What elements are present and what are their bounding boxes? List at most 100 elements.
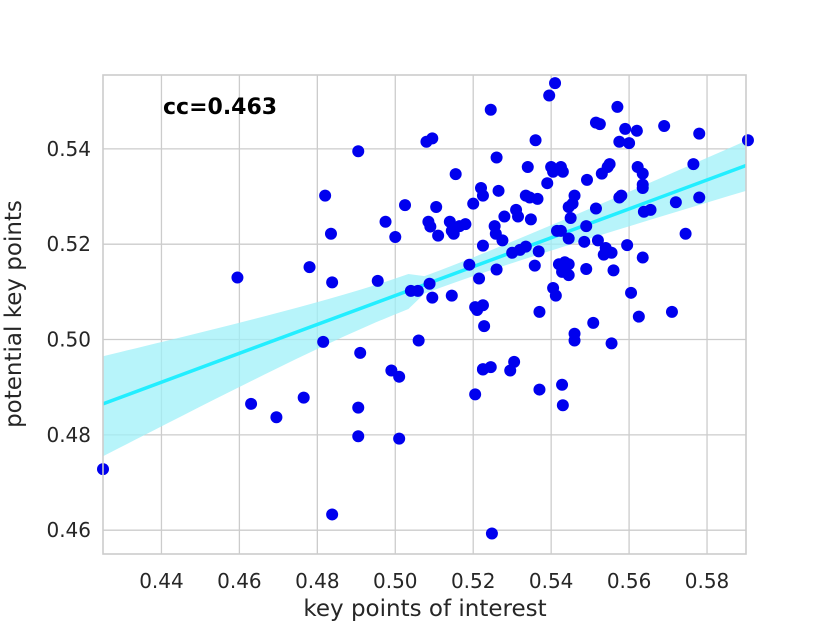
data-point — [532, 245, 545, 258]
data-point — [693, 127, 706, 140]
data-point — [326, 276, 339, 289]
data-point — [519, 240, 532, 253]
data-point — [541, 177, 554, 190]
x-tick-label: 0.54 — [529, 569, 574, 593]
data-point — [578, 235, 591, 248]
data-point — [605, 337, 618, 350]
data-point — [424, 220, 437, 233]
data-point — [580, 220, 593, 233]
data-point — [524, 213, 537, 226]
data-point — [393, 370, 406, 383]
x-axis-label: key points of interest — [303, 596, 546, 622]
y-tick-label: 0.52 — [46, 232, 91, 256]
data-point — [556, 399, 569, 412]
y-tick-label: 0.48 — [46, 423, 91, 447]
data-point — [426, 132, 439, 145]
data-point — [580, 262, 593, 275]
data-point — [693, 191, 706, 204]
data-point — [478, 320, 491, 333]
x-tick-label: 0.44 — [139, 569, 184, 593]
data-point — [270, 411, 283, 424]
data-point — [636, 251, 649, 264]
data-point — [533, 305, 546, 318]
data-point — [297, 391, 310, 404]
data-point — [528, 259, 541, 272]
data-point — [556, 378, 569, 391]
data-point — [432, 229, 445, 242]
data-point — [687, 158, 700, 171]
data-point — [636, 181, 649, 194]
data-point — [529, 134, 542, 147]
data-point — [393, 432, 406, 445]
plot-frame — [102, 74, 747, 555]
data-point — [484, 361, 497, 374]
data-point — [352, 430, 365, 443]
data-point — [411, 284, 424, 297]
data-point — [319, 189, 332, 202]
y-axis-label: potential key points — [1, 200, 27, 428]
data-point — [741, 134, 754, 147]
x-tick-labels: 0.44 0.46 0.48 0.50 0.52 0.54 0.56 0.58 — [139, 569, 729, 593]
data-point — [508, 355, 521, 368]
data-point — [485, 527, 498, 540]
data-point — [492, 184, 505, 197]
data-point — [562, 269, 575, 282]
data-point — [498, 210, 511, 223]
data-point — [644, 203, 657, 216]
data-point — [625, 286, 638, 299]
data-point — [556, 165, 569, 178]
points-layer — [97, 77, 754, 540]
data-point — [549, 289, 562, 302]
data-point — [352, 145, 365, 158]
data-point — [593, 118, 606, 131]
data-point — [317, 335, 330, 348]
data-point — [632, 310, 645, 323]
data-point — [568, 334, 581, 347]
data-point — [430, 201, 443, 214]
data-point — [605, 246, 618, 259]
data-point — [473, 272, 486, 285]
x-tick-label: 0.46 — [217, 569, 262, 593]
data-point — [426, 291, 439, 304]
data-point — [554, 224, 567, 237]
data-point — [562, 258, 575, 271]
data-point — [630, 124, 643, 137]
data-point — [496, 234, 509, 247]
confidence-band-layer — [103, 140, 746, 457]
y-tick-label: 0.46 — [46, 518, 91, 542]
data-point — [484, 103, 497, 116]
data-point — [324, 227, 337, 240]
data-point — [245, 397, 258, 410]
data-point — [589, 202, 602, 215]
data-point — [423, 277, 436, 290]
data-point — [568, 189, 581, 202]
data-point — [231, 271, 244, 284]
data-point — [533, 383, 546, 396]
data-point — [591, 234, 604, 247]
data-point — [543, 89, 556, 102]
data-point — [581, 173, 594, 186]
data-point — [490, 263, 503, 276]
data-point — [636, 167, 649, 180]
data-point — [379, 215, 392, 228]
x-tick-label: 0.52 — [451, 569, 496, 593]
data-point — [352, 401, 365, 414]
data-point — [623, 137, 636, 150]
data-point — [459, 218, 472, 231]
data-point — [371, 274, 384, 287]
data-point — [467, 197, 480, 210]
data-point — [443, 215, 456, 228]
x-tick-label: 0.48 — [295, 569, 340, 593]
confidence-band — [103, 140, 746, 457]
data-point — [587, 316, 600, 329]
x-tick-label: 0.58 — [685, 569, 730, 593]
data-point — [512, 210, 525, 223]
data-point — [611, 100, 624, 113]
data-point — [613, 135, 626, 148]
data-point — [603, 158, 616, 171]
data-point — [399, 199, 412, 212]
annotation-cc: cc=0.463 — [163, 95, 277, 120]
data-point — [562, 232, 575, 245]
data-point — [521, 160, 534, 173]
